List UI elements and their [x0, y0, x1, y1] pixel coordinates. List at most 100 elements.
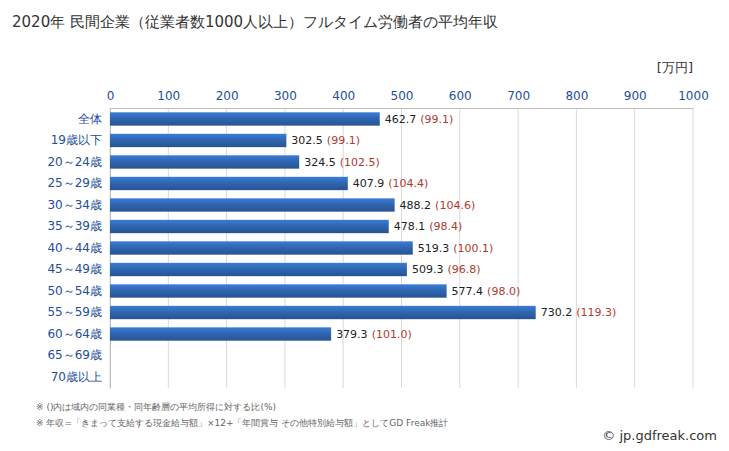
tick-label: 19歳以下 — [51, 133, 102, 147]
tick: 50～54歳 — [47, 284, 110, 298]
tick-label: 25～29歳 — [47, 176, 102, 190]
ratio-label: (119.3) — [576, 306, 616, 319]
credit: © jp.gdfreak.com — [602, 428, 717, 443]
grid-line — [634, 108, 635, 388]
tick: 200 — [216, 89, 239, 108]
bar — [110, 284, 447, 297]
footnote: ※ ()内は域内の同業種・同年齢層の平均所得に対する比(%) — [36, 402, 276, 412]
tick: 25～29歳 — [47, 176, 110, 190]
axis-title: [万円] — [657, 60, 693, 75]
grid-line — [693, 108, 694, 388]
tick-label: 50～54歳 — [47, 284, 102, 298]
annotations: ※ ()内は域内の同業種・同年齢層の平均所得に対する比(%) ※ 年収=「きまって… — [36, 402, 717, 443]
data-label: 324.5 — [304, 156, 336, 169]
tick: 400 — [332, 89, 355, 108]
tick: 35～39歳 — [47, 219, 110, 233]
tick: 30～34歳 — [47, 198, 110, 212]
tick-label: 55～59歳 — [47, 305, 102, 319]
data-label: 577.4 — [452, 285, 484, 298]
grid-line — [518, 108, 519, 388]
tick: 0 — [107, 89, 115, 108]
bar — [110, 155, 299, 168]
data-label-group: 730.2(119.3) — [541, 306, 617, 319]
tick-label: 1000 — [678, 89, 709, 103]
data-label-group: 302.5 (99.1) — [291, 134, 360, 147]
footnote: ※ 年収=「きまって支給する現金給与額」×12+「年間賞与 その他特別給与額」と… — [36, 418, 448, 428]
tick-label: 全体 — [78, 112, 102, 126]
tick: 全体 — [78, 112, 110, 126]
tick: 1000 — [678, 89, 709, 108]
bar — [110, 198, 395, 211]
tick: 55～59歳 — [47, 305, 110, 319]
ratio-label: (104.4) — [388, 177, 428, 190]
tick-label: 0 — [107, 89, 115, 103]
data-label-group: 577.4(98.0) — [452, 285, 521, 298]
tick: 600 — [449, 89, 472, 108]
grid — [110, 108, 693, 388]
bar — [110, 241, 413, 254]
tick-label: 300 — [274, 89, 297, 103]
data-label: 407.9 — [353, 177, 385, 190]
tick-label: 400 — [332, 89, 355, 103]
tick-label: 65～69歳 — [47, 348, 102, 362]
tick-label: 30～34歳 — [47, 198, 102, 212]
tick-label: 40～44歳 — [47, 241, 102, 255]
data-label: 488.2 — [400, 199, 432, 212]
tick-label: 600 — [449, 89, 472, 103]
tick-label: 70歳以上 — [51, 370, 102, 384]
tick-label: 800 — [565, 89, 588, 103]
bar — [110, 112, 380, 125]
ratio-label: (98.0) — [487, 285, 520, 298]
data-label-group: 407.9(104.4) — [353, 177, 429, 190]
ratio-label: (98.4) — [429, 220, 462, 233]
data-label-group: 509.3(96.8) — [412, 263, 481, 276]
data-label-group: 462.7(99.1) — [385, 113, 454, 126]
tick: 100 — [157, 89, 180, 108]
bar — [110, 263, 407, 276]
tick-label: 35～39歳 — [47, 219, 102, 233]
data-label-group: 379.3(101.0) — [336, 328, 412, 341]
bar — [110, 327, 331, 340]
ratio-label: (96.8) — [447, 263, 480, 276]
tick-label: 20～24歳 — [47, 155, 102, 169]
tick: 60～64歳 — [47, 327, 110, 341]
grid-line — [576, 108, 577, 388]
tick-label: 45～49歳 — [47, 262, 102, 276]
data-label-group: 519.3(100.1) — [418, 242, 494, 255]
data-label: 730.2 — [541, 306, 573, 319]
ratio-label: (99.1) — [327, 134, 360, 147]
chart: 2020年 民間企業（従業者数1000人以上）フルタイム労働者の平均年収 0 100… — [0, 0, 729, 451]
tick: 19歳以下 — [51, 133, 110, 147]
tick: 300 — [274, 89, 297, 108]
tick-label: 100 — [157, 89, 180, 103]
data-label: 519.3 — [418, 242, 450, 255]
tick-label: 700 — [507, 89, 530, 103]
y-axis: 全体 19歳以下 20～24歳 25～29歳 30～34歳 35～39歳 40～44歳 45～… — [47, 109, 110, 389]
ratio-label: (99.1) — [420, 113, 453, 126]
tick-label: 500 — [391, 89, 414, 103]
bars — [110, 112, 536, 340]
data-label-group: 324.5 (102.5) — [304, 156, 380, 169]
data-label: 302.5 — [291, 134, 323, 147]
x-axis: 0 100 200 300 400 500 600 700 800 900 1000 — [107, 89, 709, 109]
tick-label: 60～64歳 — [47, 327, 102, 341]
tick: 900 — [624, 89, 647, 108]
title: 2020年 民間企業（従業者数1000人以上）フルタイム労働者の平均年収 — [12, 13, 498, 31]
tick: 20～24歳 — [47, 155, 110, 169]
ratio-label: (100.1) — [453, 242, 493, 255]
data-label: 509.3 — [412, 263, 444, 276]
bar — [110, 220, 389, 233]
data-label: 379.3 — [336, 328, 368, 341]
tick: 500 — [391, 89, 414, 108]
bar — [110, 134, 286, 147]
tick: 800 — [565, 89, 588, 108]
ratio-label: (102.5) — [340, 156, 380, 169]
axis-line — [111, 108, 694, 109]
tick-label: 200 — [216, 89, 239, 103]
bar — [110, 177, 348, 190]
tick: 45～49歳 — [47, 262, 110, 276]
data-label-group: 488.2(104.6) — [400, 199, 476, 212]
data-label: 462.7 — [385, 113, 417, 126]
bar — [110, 306, 536, 319]
tick: 40～44歳 — [47, 241, 110, 255]
